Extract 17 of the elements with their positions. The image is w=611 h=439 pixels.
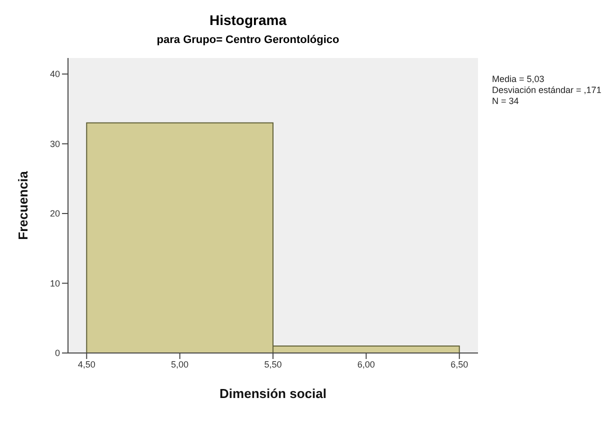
y-tick-label: 40 (50, 69, 60, 80)
text: Desviación estándar = ,171 (492, 85, 602, 96)
y-tick-label: 30 (50, 138, 60, 149)
x-tick-label: 5,00 (171, 359, 189, 370)
chart-subtitle: para Grupo= Centro Gerontológico (156, 34, 340, 46)
y-tick-label: 10 (50, 278, 60, 288)
chart-title: Histograma (208, 12, 288, 28)
y-tick-label: 20 (50, 208, 60, 219)
x-tick-label: 6,00 (357, 359, 375, 370)
y-tick-label: 0 (54, 348, 60, 358)
text: Media = 5,03 (492, 74, 546, 85)
y-axis-title: Frecuencia (16, 170, 31, 240)
x-tick-label: 6,50 (450, 359, 468, 370)
text: N = 34 (492, 96, 520, 107)
x-axis-title: Dimensión social (220, 386, 326, 401)
x-tick-label: 4,50 (78, 359, 96, 370)
x-tick-label: 5,50 (264, 359, 282, 370)
